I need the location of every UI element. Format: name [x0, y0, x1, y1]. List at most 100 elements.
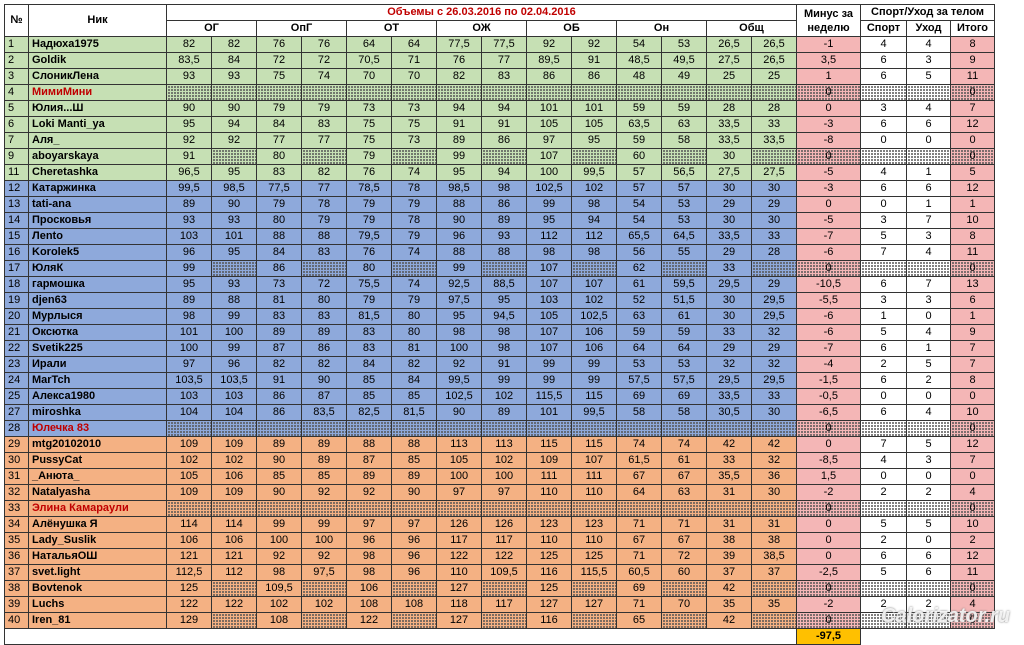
- sport-cell: 0: [860, 196, 907, 213]
- table-row: 2 Goldik 83,5 84 72 72 70,5 71 76 77 89,5 91 48,5 49,…: [4, 52, 995, 69]
- row-nick: Элина Камараули: [28, 500, 167, 517]
- measure-cell: 100: [436, 468, 482, 485]
- sport-cell: [860, 580, 907, 597]
- row-number: 4: [4, 84, 29, 101]
- header-nick: Ник: [28, 4, 167, 37]
- measure-cell: 118: [436, 596, 482, 613]
- measure-cell: 76: [301, 36, 347, 53]
- measure-cell: 106: [571, 324, 617, 341]
- measure-cell: 77: [481, 52, 527, 69]
- measure-cell: 80: [256, 148, 302, 165]
- sport-cell: 5: [860, 516, 907, 533]
- sport-cell: 2: [860, 532, 907, 549]
- table-row: 17 ЮляК 99 86 80 99 107 62 33 0 0: [4, 260, 995, 277]
- care-cell: 1: [906, 196, 951, 213]
- measure-cell: 88: [256, 228, 302, 245]
- measure-cell: 39: [706, 548, 752, 565]
- sport-cell: 6: [860, 404, 907, 421]
- measure-cell: 96: [166, 244, 212, 261]
- measure-cell: 89: [481, 212, 527, 229]
- measure-cell: 76: [346, 164, 392, 181]
- measure-cell: 125: [571, 548, 617, 565]
- measure-cell: 84: [391, 372, 437, 389]
- measure-cell: 57: [616, 164, 662, 181]
- measure-cell: 54: [616, 212, 662, 229]
- total-cell: 7: [950, 100, 995, 117]
- measure-cell: 100: [436, 340, 482, 357]
- measure-cell: 90: [256, 452, 302, 469]
- measure-cell: 126: [481, 516, 527, 533]
- minus-cell: 0: [796, 100, 861, 117]
- measure-cell: 107: [526, 148, 572, 165]
- measure-cell: 28: [751, 100, 797, 117]
- sport-cell: 0: [860, 388, 907, 405]
- header-on: Он: [616, 20, 707, 37]
- measure-cell: 33: [706, 260, 752, 277]
- measure-cell: 31: [706, 484, 752, 501]
- measure-cell: [211, 580, 257, 597]
- measure-cell: 99: [481, 372, 527, 389]
- measure-cell: [211, 260, 257, 277]
- row-number: 23: [4, 356, 29, 373]
- measure-cell: 79: [391, 292, 437, 309]
- minus-cell: -1: [796, 36, 861, 53]
- header-care: Уход: [906, 20, 951, 37]
- measure-cell: 25: [706, 68, 752, 85]
- measure-cell: 64: [661, 340, 707, 357]
- measure-cell: 98: [481, 324, 527, 341]
- measure-cell: 71: [616, 548, 662, 565]
- measure-cell: 57: [616, 180, 662, 197]
- measure-cell: [706, 500, 752, 517]
- measure-cell: 108: [256, 612, 302, 629]
- measure-cell: 105: [526, 116, 572, 133]
- measure-cell: [481, 148, 527, 165]
- row-nick: СлоникЛена: [28, 68, 167, 85]
- measure-cell: 32: [706, 356, 752, 373]
- care-cell: 1: [906, 164, 951, 181]
- measure-cell: 80: [391, 324, 437, 341]
- measure-cell: 92: [211, 132, 257, 149]
- measure-cell: 110: [526, 532, 572, 549]
- minus-cell: 0: [796, 532, 861, 549]
- measure-cell: 88: [481, 244, 527, 261]
- measure-cell: [166, 500, 212, 517]
- row-number: 16: [4, 244, 29, 261]
- measure-cell: 67: [661, 468, 707, 485]
- table-row: 38 Bovtenok 125 109,5 106 127 125 69 42 0 0: [4, 580, 995, 597]
- minus-cell: -5,5: [796, 292, 861, 309]
- measure-cell: 53: [661, 196, 707, 213]
- measure-cell: 92: [526, 36, 572, 53]
- measure-cell: 30,5: [706, 404, 752, 421]
- measure-cell: [391, 420, 437, 437]
- measure-cell: 94,5: [481, 308, 527, 325]
- measure-cell: 72: [661, 548, 707, 565]
- measure-cell: 82: [436, 68, 482, 85]
- measure-cell: 97: [346, 516, 392, 533]
- table-row: 28 Юлечка 83 0 0: [4, 420, 995, 437]
- measure-cell: [571, 148, 617, 165]
- row-number: 33: [4, 500, 29, 517]
- measure-cell: [391, 84, 437, 101]
- measure-cell: 122: [166, 596, 212, 613]
- table-row: 31 _Анюта_ 105 106 85 85 89 89 100 100 111 111 67 67 3…: [4, 468, 995, 485]
- table-row: 6 Loki Manti_ya 95 94 84 83 75 75 91 91 105 105 63,5…: [4, 116, 995, 133]
- measure-cell: 123: [526, 516, 572, 533]
- measure-cell: 79: [391, 228, 437, 245]
- measure-cell: [346, 84, 392, 101]
- total-cell: 5: [950, 164, 995, 181]
- sport-cell: 7: [860, 436, 907, 453]
- measure-cell: 127: [436, 580, 482, 597]
- row-nick: Korolek5: [28, 244, 167, 261]
- measure-cell: 101: [211, 228, 257, 245]
- measure-cell: 89: [256, 324, 302, 341]
- measure-cell: 99: [301, 516, 347, 533]
- measure-cell: 61: [661, 308, 707, 325]
- measure-cell: 91: [436, 116, 482, 133]
- measure-cell: 79: [256, 196, 302, 213]
- measure-cell: 53: [661, 356, 707, 373]
- sport-cell: 4: [860, 452, 907, 469]
- minus-cell: 0: [796, 196, 861, 213]
- measure-cell: 125: [166, 580, 212, 597]
- measure-cell: 86: [526, 68, 572, 85]
- measure-cell: 122: [481, 548, 527, 565]
